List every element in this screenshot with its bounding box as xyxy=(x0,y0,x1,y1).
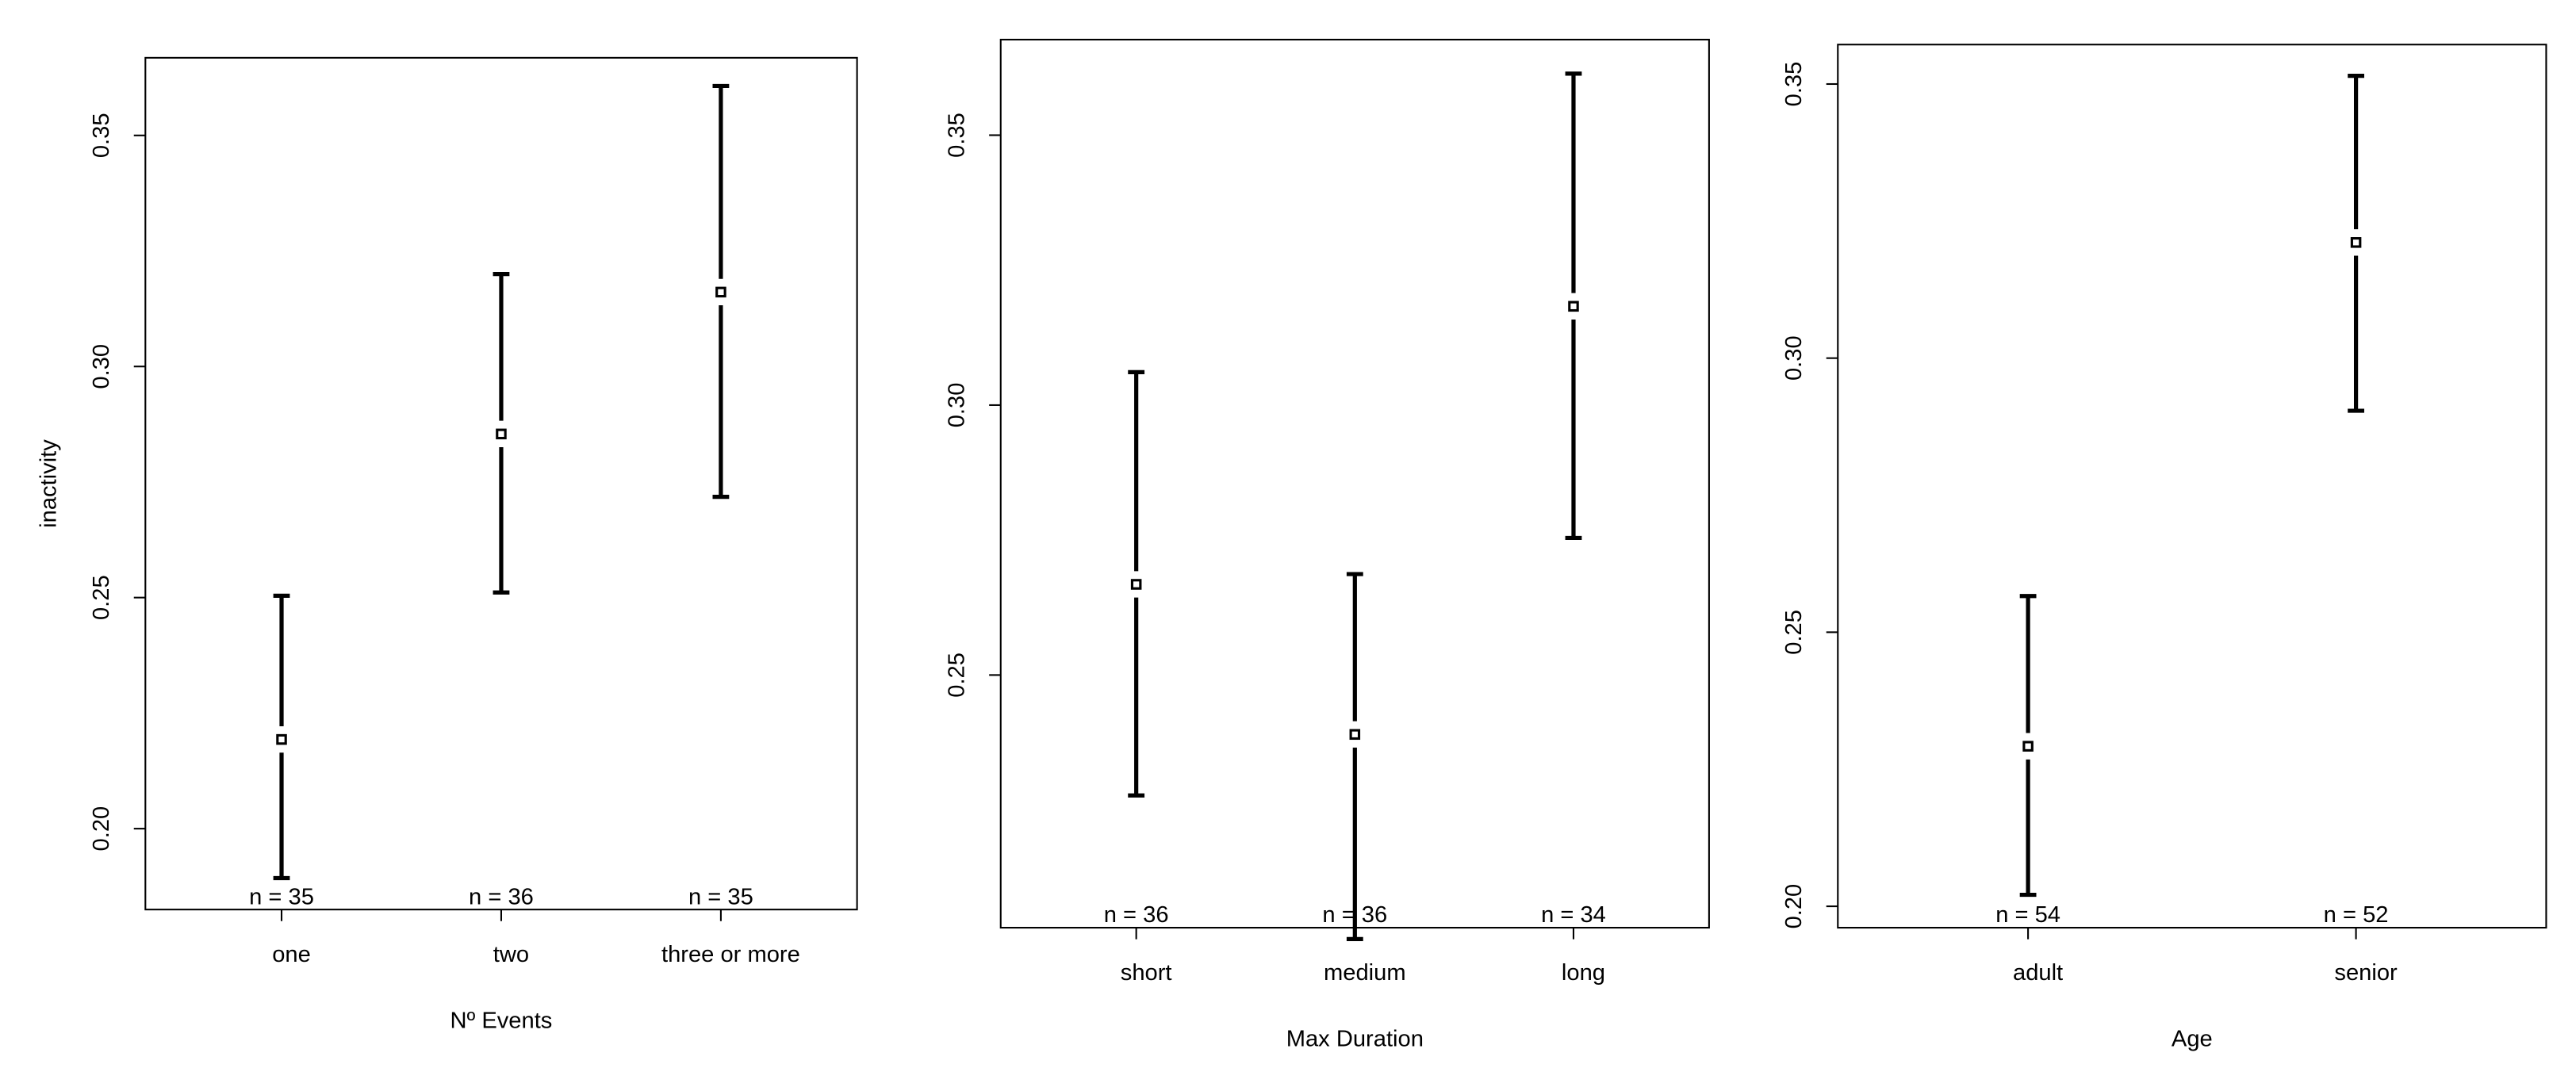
mean-point xyxy=(496,428,507,440)
mean-point xyxy=(715,286,726,298)
x-tick-label: two xyxy=(493,942,529,967)
x-tick-label: adult xyxy=(2013,960,2063,986)
error-bar xyxy=(1128,369,1145,798)
n-label: n = 34 xyxy=(1541,902,1606,928)
y-tick-label: 0.30 xyxy=(1781,335,1807,381)
mean-point xyxy=(1568,300,1579,312)
mean-point xyxy=(2022,741,2034,752)
y-tick-label: 0.25 xyxy=(89,575,114,620)
plot-frame xyxy=(1837,44,2547,929)
y-tick-label: 0.35 xyxy=(944,113,969,158)
n-label: n = 35 xyxy=(249,884,314,909)
x-tick-label: medium xyxy=(1324,960,1406,986)
error-bar xyxy=(1565,71,1582,541)
x-tick-label: senior xyxy=(2334,960,2398,986)
error-bar xyxy=(1346,572,1363,941)
x-axis-title: Max Duration xyxy=(1286,1026,1424,1051)
y-tick-label: 0.30 xyxy=(89,344,114,389)
mean-point xyxy=(1349,729,1361,741)
y-tick-label: 0.25 xyxy=(1781,610,1807,655)
error-bar xyxy=(2348,74,2365,413)
y-tick-label: 0.25 xyxy=(944,653,969,698)
error-bar xyxy=(273,593,290,881)
y-tick-label: 0.20 xyxy=(89,806,114,852)
y-axis-title: inactivity xyxy=(36,439,61,528)
x-tick-label: short xyxy=(1121,960,1172,986)
n-label: n = 52 xyxy=(2324,902,2389,928)
error-bar xyxy=(493,272,510,595)
x-tick-label: three or more xyxy=(661,942,800,967)
error-bar xyxy=(2019,594,2037,898)
x-axis-title: Age xyxy=(2172,1026,2213,1051)
y-tick-label: 0.35 xyxy=(89,113,114,158)
n-label: n = 36 xyxy=(1104,902,1169,928)
n-label: n = 36 xyxy=(469,884,534,909)
n-label: n = 35 xyxy=(688,884,753,909)
y-tick-label: 0.30 xyxy=(944,383,969,428)
x-tick-label: long xyxy=(1562,960,1605,986)
mean-point xyxy=(2350,237,2362,248)
y-tick-label: 0.35 xyxy=(1781,62,1807,107)
mean-point xyxy=(1130,579,1142,590)
x-axis-title: Nº Events xyxy=(450,1008,553,1033)
x-tick-label: one xyxy=(272,942,311,967)
mean-point xyxy=(276,733,287,745)
n-label: n = 54 xyxy=(1995,902,2060,928)
y-tick-label: 0.20 xyxy=(1781,884,1807,929)
error-bar xyxy=(712,83,730,500)
